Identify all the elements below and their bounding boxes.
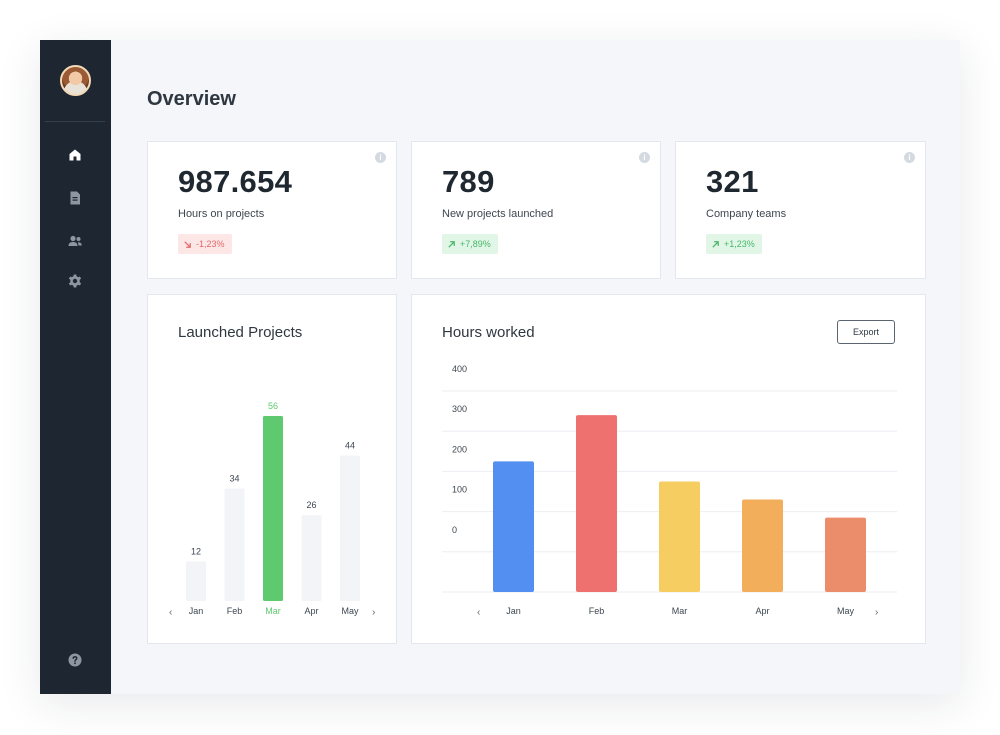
bar-may[interactable] [340,455,360,601]
stat-card-hours: i 987.654 Hours on projects -1,23% [147,141,397,279]
bar-mar[interactable] [263,416,283,601]
sidebar [40,40,111,694]
trend-badge: +1,23% [706,234,762,254]
stat-value: 987.654 [178,164,293,199]
data-label: 26 [306,500,316,510]
category-label: May [341,606,359,616]
bar-feb[interactable] [576,415,617,592]
arrow-up-right-icon [712,240,719,248]
chart-prev-button[interactable]: ‹ [169,607,172,618]
hours-worked-card: Hours worked Export ‹ › 0 100 200 300 400 Jan… [411,294,926,644]
chart-prev-button[interactable]: ‹ [477,607,480,618]
data-label: 44 [345,441,355,451]
arrow-up-right-icon [448,240,455,248]
y-tick-label: 300 [452,404,467,414]
trend-badge: -1,23% [178,234,232,254]
export-button[interactable]: Export [837,320,895,344]
home-icon[interactable] [67,147,83,163]
chart-title: Hours worked [442,324,535,341]
info-icon[interactable]: i [375,152,386,163]
data-label: 34 [229,474,239,484]
bar-jan[interactable] [186,561,206,601]
data-label: 56 [268,401,278,411]
stat-label: Company teams [706,208,787,220]
y-tick-label: 200 [452,444,467,454]
chart-next-button[interactable]: › [875,607,878,618]
gear-icon[interactable] [67,273,83,289]
app-window: Overview i 987.654 Hours on projects -1,… [40,40,960,694]
arrow-down-right-icon [184,240,191,248]
stat-card-teams: i 321 Company teams +1,23% [675,141,926,279]
bar-may[interactable] [825,517,866,592]
page-title: Overview [147,88,236,110]
trend-value: -1,23% [196,239,225,249]
stat-card-projects: i 789 New projects launched +7,89% [411,141,661,279]
category-label: Mar [672,606,688,616]
bar-apr[interactable] [301,515,322,601]
users-icon[interactable] [67,233,83,249]
chart-title: Launched Projects [178,324,303,341]
category-label: Apr [304,606,318,616]
y-tick-label: 400 [452,364,467,374]
info-icon[interactable]: i [639,152,650,163]
data-label: 12 [191,546,201,556]
category-label: Jan [506,606,521,616]
trend-value: +1,23% [724,239,755,249]
category-label: May [837,606,855,616]
avatar[interactable] [60,65,91,96]
hours-worked-chart: ‹ › 0 100 200 300 400 Jan Feb Mar Apr May [442,364,897,618]
sidebar-divider [45,121,105,122]
stat-value: 789 [442,164,495,199]
y-tick-label: 100 [452,485,467,495]
trend-value: +7,89% [460,239,491,249]
category-label: Apr [755,606,769,616]
bar-feb[interactable] [224,488,245,601]
bar-jan[interactable] [493,461,534,592]
bar-apr[interactable] [742,499,783,592]
stat-label: Hours on projects [178,208,265,220]
category-label: Feb [227,606,243,616]
category-label: Jan [189,606,204,616]
trend-badge: +7,89% [442,234,498,254]
info-icon[interactable]: i [904,152,915,163]
category-label: Mar [265,606,281,616]
main-content: Overview i 987.654 Hours on projects -1,… [111,40,960,694]
stat-label: New projects launched [442,208,554,220]
launched-projects-chart: ‹ › 12 Jan 34 Feb 56 Mar 26 Apr 44 May [169,401,375,618]
help-icon[interactable] [67,652,83,668]
bar-mar[interactable] [659,481,700,592]
launched-projects-card: Launched Projects ‹ › 12 Jan 34 Feb 56 Mar 26 A… [147,294,397,644]
stat-value: 321 [706,164,759,199]
y-tick-label: 0 [452,525,457,535]
document-icon[interactable] [67,190,83,206]
category-label: Feb [589,606,605,616]
chart-next-button[interactable]: › [372,607,375,618]
